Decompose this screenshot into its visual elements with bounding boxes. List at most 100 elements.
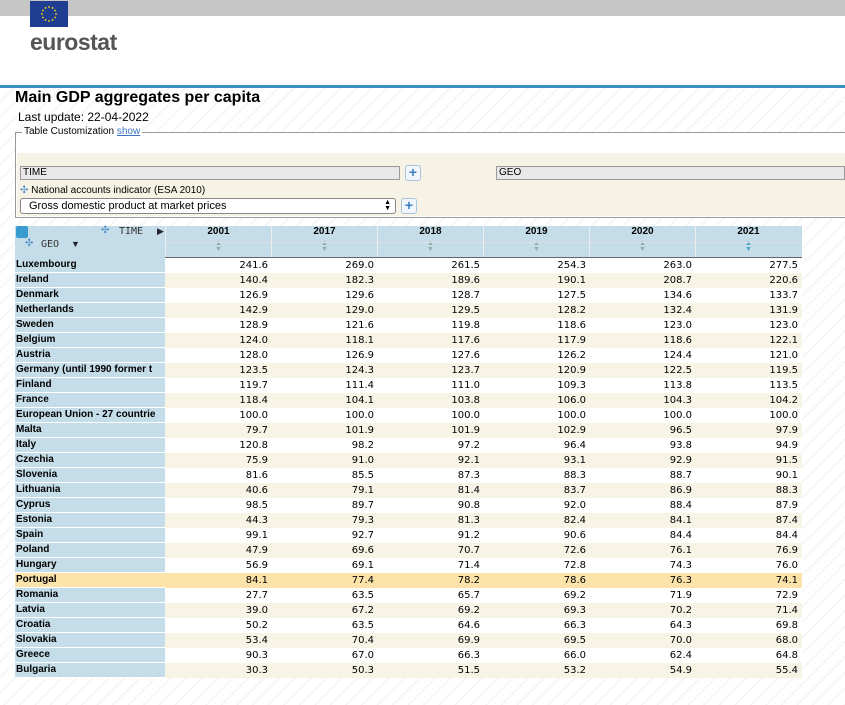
row-geo-label[interactable]: Lithuania xyxy=(15,483,165,498)
table-row[interactable]: Estonia 44.3 79.3 81.3 82.4 84.1 87.4 xyxy=(15,513,802,528)
row-values: 120.8 98.2 97.2 96.4 93.8 94.9 xyxy=(165,438,802,453)
row-geo-label[interactable]: Denmark xyxy=(15,288,165,303)
table-row[interactable]: Czechia 75.9 91.0 92.1 93.1 92.9 91.5 xyxy=(15,453,802,468)
select-arrows-icon: ▲ ▼ xyxy=(384,199,391,212)
sort-icon[interactable]: ▲ ▼ xyxy=(745,240,752,253)
row-geo-label[interactable]: Slovakia xyxy=(15,633,165,648)
row-geo-label[interactable]: Croatia xyxy=(15,618,165,633)
row-geo-label[interactable]: Malta xyxy=(15,423,165,438)
show-customization-link[interactable]: show xyxy=(116,126,141,137)
table-row[interactable]: Ireland 140.4 182.3 189.6 190.1 208.7 220.6 xyxy=(15,273,802,288)
row-geo-label[interactable]: Poland xyxy=(15,543,165,558)
table-row[interactable]: Spain 99.1 92.7 91.2 90.6 84.4 84.4 xyxy=(15,528,802,543)
row-geo-label[interactable]: Bulgaria xyxy=(15,663,165,678)
row-geo-label[interactable]: Belgium xyxy=(15,333,165,348)
table-row[interactable]: Greece 90.3 67.0 66.3 66.0 62.4 64.8 xyxy=(15,648,802,663)
row-geo-label[interactable]: Ireland xyxy=(15,273,165,288)
geo-dropdown-icon[interactable]: ▼ xyxy=(71,239,80,249)
table-cell: 119.7 xyxy=(239,380,268,391)
add-indicator-button[interactable]: + xyxy=(401,198,417,214)
row-geo-label[interactable]: European Union - 27 countrie xyxy=(15,408,165,423)
table-row[interactable]: Belgium 124.0 118.1 117.6 117.9 118.6 122.1 xyxy=(15,333,802,348)
table-cell: 96.5 xyxy=(669,425,692,436)
year-header-2018[interactable]: 2018 ▲ ▼ xyxy=(377,226,484,257)
year-header-2020[interactable]: 2020 ▲ ▼ xyxy=(589,226,696,257)
table-cell: 142.9 xyxy=(239,305,268,316)
table-row[interactable]: Sweden 128.9 121.6 119.8 118.6 123.0 123.0 xyxy=(15,318,802,333)
row-geo-label[interactable]: Slovenia xyxy=(15,468,165,483)
row-values: 128.9 121.6 119.8 118.6 123.0 123.0 xyxy=(165,318,802,333)
table-row[interactable]: Italy 120.8 98.2 97.2 96.4 93.8 94.9 xyxy=(15,438,802,453)
table-row[interactable]: Austria 128.0 126.9 127.6 126.2 124.4 121.0 xyxy=(15,348,802,363)
table-cell: 69.6 xyxy=(351,545,374,556)
table-row[interactable]: Hungary 56.9 69.1 71.4 72.8 74.3 76.0 xyxy=(15,558,802,573)
table-row[interactable]: France 118.4 104.1 103.8 106.0 104.3 104.2 xyxy=(15,393,802,408)
row-geo-label[interactable]: Czechia xyxy=(15,453,165,468)
row-geo-label[interactable]: Finland xyxy=(15,378,165,393)
row-geo-label[interactable]: Italy xyxy=(15,438,165,453)
table-cell: 72.8 xyxy=(563,560,586,571)
table-row[interactable]: Croatia 50.2 63.5 64.6 66.3 64.3 69.8 xyxy=(15,618,802,633)
sort-icon[interactable]: ▲ ▼ xyxy=(639,240,646,253)
table-row[interactable]: Bulgaria 30.3 50.3 51.5 53.2 54.9 55.4 xyxy=(15,663,802,678)
row-geo-label[interactable]: Cyprus xyxy=(15,498,165,513)
time-expand-icon[interactable]: ▶ xyxy=(157,226,164,236)
year-header-2021[interactable]: 2021 ▲ ▼ xyxy=(695,226,802,257)
row-geo-label[interactable]: Sweden xyxy=(15,318,165,333)
row-geo-label[interactable]: Latvia xyxy=(15,603,165,618)
row-geo-label[interactable]: Estonia xyxy=(15,513,165,528)
table-cell: 241.6 xyxy=(239,260,268,271)
table-row[interactable]: Romania 27.7 63.5 65.7 69.2 71.9 72.9 xyxy=(15,588,802,603)
row-geo-label[interactable]: Spain xyxy=(15,528,165,543)
table-cell: 27.7 xyxy=(245,590,268,601)
table-row[interactable]: Finland 119.7 111.4 111.0 109.3 113.8 113.5 xyxy=(15,378,802,393)
table-row[interactable]: Germany (until 1990 former t 123.5 124.3 12… xyxy=(15,363,802,378)
eurostat-logo[interactable]: eurostat xyxy=(30,29,117,55)
geo-move-icon[interactable]: ✣ xyxy=(25,238,34,249)
row-geo-label[interactable]: Portugal xyxy=(15,573,165,588)
table-row[interactable]: Slovakia 53.4 70.4 69.9 69.5 70.0 68.0 xyxy=(15,633,802,648)
sort-icon[interactable]: ▲ ▼ xyxy=(321,240,328,253)
table-cell: 96.4 xyxy=(563,440,586,451)
row-geo-label[interactable]: Greece xyxy=(15,648,165,663)
row-geo-label[interactable]: Romania xyxy=(15,588,165,603)
table-row[interactable]: Denmark 126.9 129.6 128.7 127.5 134.6 133.7 xyxy=(15,288,802,303)
row-geo-label[interactable]: Hungary xyxy=(15,558,165,573)
year-header-2019[interactable]: 2019 ▲ ▼ xyxy=(483,226,590,257)
move-icon[interactable]: ✣ xyxy=(20,185,29,196)
row-geo-label[interactable]: Luxembourg xyxy=(15,258,165,273)
time-move-icon[interactable]: ✣ xyxy=(101,225,110,236)
sort-icon[interactable]: ▲ ▼ xyxy=(533,240,540,253)
table-row[interactable]: Slovenia 81.6 85.5 87.3 88.3 88.7 90.1 xyxy=(15,468,802,483)
geo-dimension-box[interactable]: GEO xyxy=(496,166,845,180)
last-update: Last update: 22-04-2022 xyxy=(18,110,149,124)
table-row[interactable]: European Union - 27 countrie 100.0 100.0 10… xyxy=(15,408,802,423)
pivot-icon[interactable] xyxy=(16,226,28,238)
add-time-button[interactable]: + xyxy=(405,165,421,181)
table-cell: 69.3 xyxy=(563,605,586,616)
indicator-select[interactable]: Gross domestic product at market prices … xyxy=(20,198,396,214)
table-row[interactable]: Cyprus 98.5 89.7 90.8 92.0 88.4 87.9 xyxy=(15,498,802,513)
year-separator xyxy=(272,242,378,243)
row-geo-label[interactable]: Netherlands xyxy=(15,303,165,318)
sort-icon[interactable]: ▲ ▼ xyxy=(215,240,222,253)
row-geo-label[interactable]: Austria xyxy=(15,348,165,363)
year-label: 2021 xyxy=(737,226,760,237)
table-row[interactable]: Portugal 84.1 77.4 78.2 78.6 76.3 74.1 xyxy=(15,573,802,588)
eu-flag-icon[interactable] xyxy=(30,1,68,27)
table-row[interactable]: Luxembourg 241.6 269.0 261.5 254.3 263.0 277.5 xyxy=(15,258,802,273)
table-row[interactable]: Lithuania 40.6 79.1 81.4 83.7 86.9 88.3 xyxy=(15,483,802,498)
table-cell: 69.8 xyxy=(775,620,798,631)
table-cell: 118.1 xyxy=(345,335,374,346)
sort-icon[interactable]: ▲ ▼ xyxy=(427,240,434,253)
table-row[interactable]: Malta 79.7 101.9 101.9 102.9 96.5 97.9 xyxy=(15,423,802,438)
row-geo-label[interactable]: Germany (until 1990 former t xyxy=(15,363,165,378)
table-row[interactable]: Poland 47.9 69.6 70.7 72.6 76.1 76.9 xyxy=(15,543,802,558)
table-row[interactable]: Netherlands 142.9 129.0 129.5 128.2 132.4 131.… xyxy=(15,303,802,318)
year-header-2017[interactable]: 2017 ▲ ▼ xyxy=(271,226,378,257)
table-row[interactable]: Latvia 39.0 67.2 69.2 69.3 70.2 71.4 xyxy=(15,603,802,618)
year-header-2001[interactable]: 2001 ▲ ▼ xyxy=(165,226,272,257)
row-values: 100.0 100.0 100.0 100.0 100.0 100.0 xyxy=(165,408,802,423)
row-geo-label[interactable]: France xyxy=(15,393,165,408)
time-dimension-box[interactable]: TIME xyxy=(20,166,400,180)
